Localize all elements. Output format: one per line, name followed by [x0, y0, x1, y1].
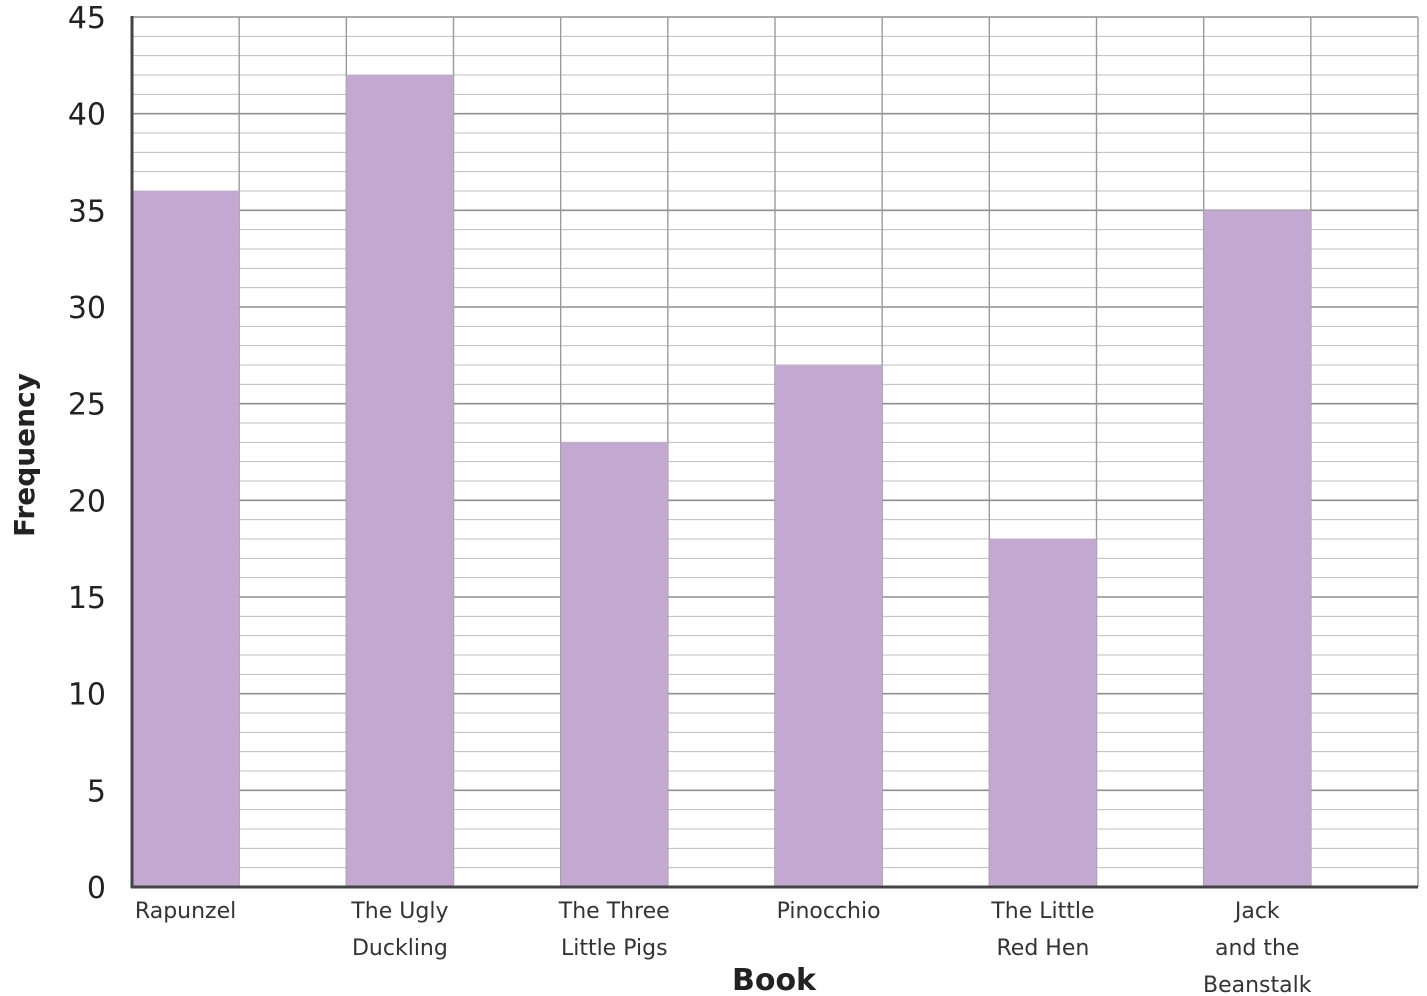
y-tick-label: 10 [68, 678, 106, 713]
bar [989, 539, 1097, 887]
x-tick-label: Jack and the Beanstalk [1203, 899, 1312, 996]
x-tick-label: The Ugly Duckling [350, 899, 448, 961]
bar [560, 442, 668, 887]
bar [775, 365, 883, 887]
y-tick-label: 25 [68, 388, 106, 423]
x-tick-label-line: Rapunzel [135, 899, 236, 924]
x-tick-label: The Three Little Pigs [558, 899, 670, 961]
x-tick-label: Rapunzel [135, 899, 236, 924]
x-tick-label-line: The Three [558, 899, 670, 924]
y-axis-label: Frequency [8, 373, 41, 537]
x-tick-label-line: Beanstalk [1203, 973, 1312, 996]
x-tick-label-line: Red Hen [997, 936, 1090, 961]
x-tick-label-line: The Ugly [350, 899, 448, 924]
y-tick-label: 45 [68, 1, 106, 36]
y-tick-label: 35 [68, 194, 106, 229]
x-tick-label-line: and the [1215, 936, 1300, 961]
y-tick-labels: 0 5 10 15 20 25 30 35 40 45 [68, 1, 106, 906]
x-tick-label-line: The Little [990, 899, 1094, 924]
y-tick-label: 30 [68, 291, 106, 326]
x-tick-label-line: Pinocchio [777, 899, 881, 924]
y-tick-label: 15 [68, 581, 106, 616]
x-tick-label: Pinocchio [777, 899, 881, 924]
x-tick-label-line: Little Pigs [561, 936, 668, 961]
y-tick-label: 40 [68, 98, 106, 133]
bar [132, 191, 240, 887]
x-axis-label: Book [732, 963, 817, 996]
x-tick-label-line: Duckling [352, 936, 448, 961]
x-tick-label: The Little Red Hen [990, 899, 1094, 961]
y-tick-label: 5 [87, 774, 106, 809]
y-tick-label: 20 [68, 484, 106, 519]
x-tick-label-line: Jack [1233, 899, 1280, 924]
y-tick-label: 0 [87, 871, 106, 906]
bar [1203, 210, 1311, 888]
bar [346, 75, 454, 887]
x-tick-labels: Rapunzel The Ugly Duckling The Three Little … [135, 899, 1312, 996]
axes [130, 16, 1418, 889]
bars [132, 75, 1311, 888]
